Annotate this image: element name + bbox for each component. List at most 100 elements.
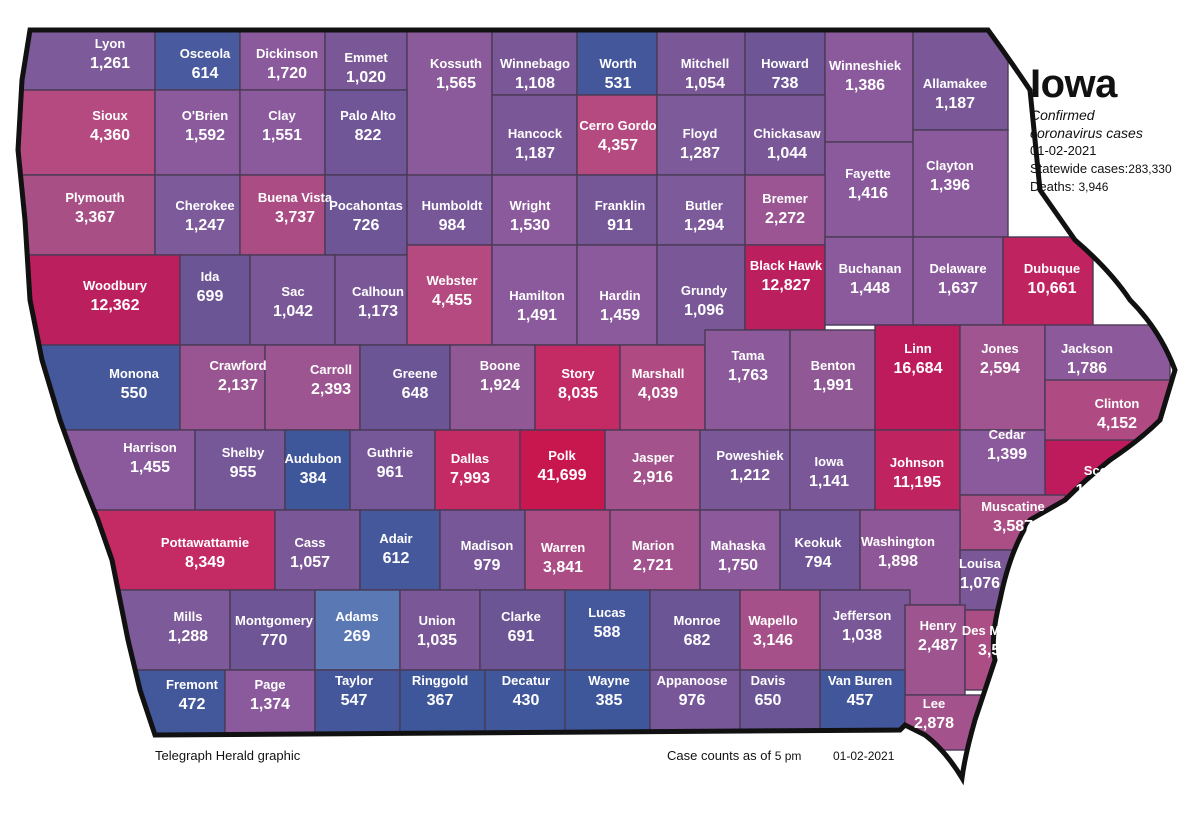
county-greene [359,344,451,431]
county-name-webster: Webster [426,273,477,288]
county-name-union: Union [419,613,456,628]
county-cases-story: 8,035 [558,385,598,402]
county-union [399,589,481,671]
county-name-dallas: Dallas [451,451,489,466]
county-jefferson [819,589,911,671]
county-woodbury [19,254,181,346]
county-name-calhoun: Calhoun [352,284,404,299]
county-cases-howard: 738 [772,75,799,92]
county-cases-buena-vista: 3,737 [275,209,315,226]
county-name-hamilton: Hamilton [509,288,565,303]
county-clay [239,89,326,176]
county-cases-adams: 269 [344,628,371,645]
county-jasper [604,429,701,511]
county-name-crawford: Crawford [209,358,266,373]
statewide-value: 283,330 [1128,162,1172,176]
county-cases-webster: 4,455 [432,292,472,309]
county-name-keokuk: Keokuk [795,535,843,550]
county-cases-ida: 699 [197,288,224,305]
county-cases-jones: 2,594 [980,360,1020,377]
county-cases-franklin: 911 [607,217,633,234]
county-name-cedar: Cedar [989,427,1026,442]
county-cases-o-brien: 1,592 [185,127,225,144]
county-cases-linn: 16,684 [894,360,943,377]
county-cherokee [154,174,241,256]
county-name-cass: Cass [294,535,325,550]
county-name-davis: Davis [751,673,786,688]
county-cases-montgomery: 770 [261,632,288,649]
county-cases-greene: 648 [402,385,429,402]
county-cases-dickinson: 1,720 [267,65,307,82]
county-washington [859,509,961,606]
county-cases-osceola: 614 [192,65,219,82]
county-name-emmet: Emmet [344,50,388,65]
county-cases-sac: 1,042 [273,303,313,320]
county-hamilton [491,244,578,346]
county-name-woodbury: Woodbury [83,278,148,293]
county-worth [576,30,658,96]
county-name-madison: Madison [461,538,514,553]
county-name-warren: Warren [541,540,585,555]
county-cases-cedar: 1,399 [987,446,1027,463]
county-warren [524,509,611,591]
county-name-sioux: Sioux [92,108,128,123]
deaths: Deaths: 3,946 [1030,178,1200,196]
county-name-humboldt: Humboldt [422,198,483,213]
county-cerro-gordo [576,94,658,176]
county-name-lucas: Lucas [588,605,626,620]
county-name-delaware: Delaware [929,261,986,276]
county-cases-woodbury: 12,362 [91,297,140,314]
county-name-wright: Wright [510,198,552,213]
map-title: Iowa [1030,62,1117,106]
county-name-jasper: Jasper [632,450,674,465]
county-osceola [154,30,241,91]
county-name-allamakee: Allamakee [923,76,987,91]
county-cases-boone: 1,924 [480,377,520,394]
county-mills [119,589,231,671]
county-name-audubon: Audubon [284,451,341,466]
county-cases-floyd: 1,287 [680,145,720,162]
county-name-monroe: Monroe [674,613,721,628]
county-cases-cass: 1,057 [290,554,330,571]
county-cases-decatur: 430 [513,692,540,709]
county-winnebago [491,30,578,96]
county-cases-scott: 14,215 [1076,482,1125,499]
county-name-des-moines: Des Moines [962,623,1034,638]
county-name-shelby: Shelby [222,445,265,460]
county-name-ida: Ida [201,269,221,284]
county-cases-clay: 1,551 [262,127,302,144]
county-name-greene: Greene [393,366,438,381]
county-cases-wright: 1,530 [510,217,550,234]
county-clarke [479,589,566,671]
county-name-harrison: Harrison [123,440,177,455]
county-cases-delaware: 1,637 [938,280,978,297]
legend-date: 01-02-2021 [1030,143,1097,158]
county-name-sac: Sac [281,284,304,299]
county-keokuk [779,509,861,591]
asof-time: 5 pm [774,749,802,763]
county-cases-louisa: 1,076 [960,575,1000,592]
county-name-washington: Washington [861,534,935,549]
county-cases-van-buren: 457 [847,692,874,709]
county-montgomery [229,589,316,671]
county-cases-dallas: 7,993 [450,470,490,487]
county-cases-marshall: 4,039 [638,385,678,402]
case-counts-asof: Case counts as of 5 pm 01-02-2021 [667,748,922,763]
county-ida [179,254,251,346]
county-cases-carroll: 2,393 [311,381,351,398]
county-palo-alto [324,89,408,176]
county-cases-warren: 3,841 [543,559,583,576]
county-name-iowa: Iowa [815,454,845,469]
graphic-credit: Telegraph Herald graphic [155,748,301,763]
county-name-adair: Adair [379,531,412,546]
county-name-louisa: Louisa [959,556,1002,571]
county-cases-humboldt: 984 [439,217,466,234]
statewide-label: Statewide cases: [1030,161,1129,176]
county-cases-pottawattamie: 8,349 [185,554,225,571]
asof-label: Case counts as of [667,748,772,763]
county-name-jefferson: Jefferson [833,608,892,623]
county-name-cerro-gordo: Cerro Gordo [579,118,656,133]
county-buchanan [824,236,916,326]
county-name-fremont: Fremont [166,677,219,692]
